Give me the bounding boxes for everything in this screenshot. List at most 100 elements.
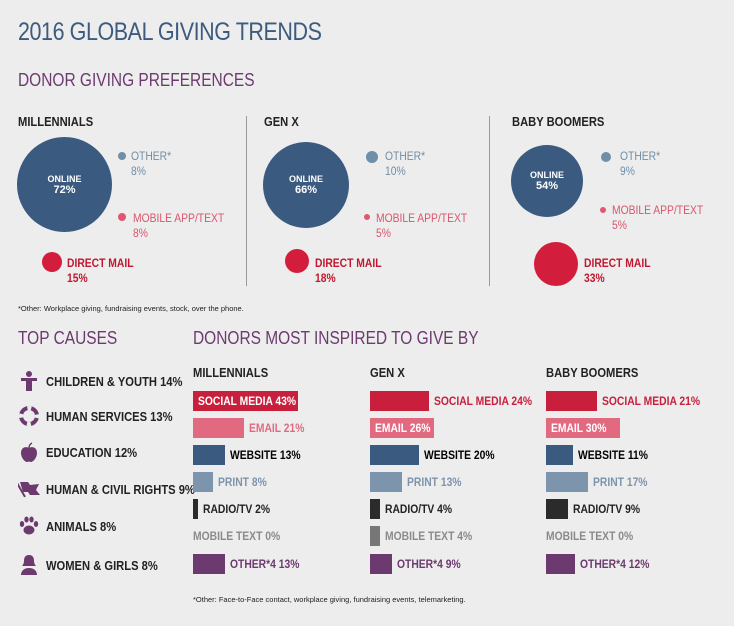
bar-row-email: EMAIL 26% (370, 418, 434, 438)
bar-print (370, 472, 402, 492)
bar-social (546, 391, 597, 411)
bar-label-website: WEBSITE 13% (230, 448, 301, 462)
divider (489, 116, 490, 286)
bar-radio (370, 499, 380, 519)
mobile-value: 5% (612, 218, 627, 232)
online-circle: ONLINE 66% (263, 142, 349, 228)
bar-email: EMAIL 26% (370, 418, 434, 438)
other-value: 10% (385, 164, 406, 178)
bar-row-mobile: MOBILE TEXT 4% (370, 526, 486, 546)
bar-row-website: WEBSITE 20% (370, 445, 506, 465)
online-value: 54% (535, 180, 559, 192)
bar-row-website: WEBSITE 11% (546, 445, 659, 465)
mobile-dot (364, 214, 370, 220)
mobile-label: MOBILE APP/TEXT (612, 203, 704, 217)
inspired-footnote: *Other: Face-to-Face contact, workplace … (193, 595, 466, 604)
bar-mobile (370, 526, 380, 546)
mail-circle (285, 249, 309, 273)
bar-row-radio: RADIO/TV 4% (370, 499, 463, 519)
inspired-group-label: GEN X (370, 365, 405, 380)
causes-heading: TOP CAUSES (18, 328, 118, 348)
bar-row-print: PRINT 8% (193, 472, 275, 492)
mobile-legend: MOBILE APP/TEXT 8% (133, 211, 224, 241)
mobile-dot (118, 213, 126, 221)
mail-circle (534, 242, 578, 286)
mail-label: DIRECT MAIL (315, 256, 382, 270)
bar-label-print: PRINT 17% (593, 475, 648, 489)
divider (246, 116, 247, 286)
other-value: 8% (131, 164, 146, 178)
online-circle: ONLINE 54% (511, 145, 583, 217)
bar-label-email: EMAIL 26% (375, 421, 431, 435)
online-value: 72% (53, 183, 76, 196)
bar-radio (193, 499, 198, 519)
bar-other (370, 554, 392, 574)
bar-email (193, 418, 244, 438)
other-value: 9% (620, 164, 635, 178)
bar-email: EMAIL 30% (546, 418, 620, 438)
apple-icon (18, 441, 40, 463)
bar-label-print: PRINT 8% (218, 475, 267, 489)
preferences-heading: DONOR GIVING PREFERENCES (18, 70, 255, 90)
other-legend: OTHER* 8% (131, 149, 171, 179)
bar-print (546, 472, 588, 492)
bar-row-print: PRINT 17% (546, 472, 656, 492)
bar-label-radio: RADIO/TV 9% (573, 502, 641, 516)
cause-item: EDUCATION 12% (18, 440, 152, 464)
bar-row-website: WEBSITE 13% (193, 445, 312, 465)
mail-circle (42, 252, 62, 272)
bar-row-other: OTHER*4 9% (370, 554, 471, 574)
bar-website (546, 445, 573, 465)
paw-icon (18, 515, 40, 537)
people-icon (18, 370, 40, 392)
online-label: ONLINE (288, 174, 323, 184)
bar-row-radio: RADIO/TV 2% (193, 499, 281, 519)
bar-label-social: SOCIAL MEDIA 21% (602, 394, 701, 408)
online-value: 66% (294, 184, 318, 196)
bar-row-social: SOCIAL MEDIA 21% (546, 391, 716, 411)
bar-label-email: EMAIL 30% (551, 421, 607, 435)
bar-label-email: EMAIL 21% (249, 421, 305, 435)
bar-row-email: EMAIL 30% (546, 418, 620, 438)
mail-label: DIRECT MAIL (584, 256, 651, 270)
bar-label-website: WEBSITE 20% (424, 448, 495, 462)
mobile-legend: MOBILE APP/TEXT 5% (612, 203, 703, 233)
cause-label: WOMEN & GIRLS 8% (46, 557, 158, 573)
other-label: OTHER* (620, 149, 661, 163)
mail-label: DIRECT MAIL (67, 256, 134, 270)
group-label: MILLENNIALS (18, 114, 94, 129)
woman-icon (18, 554, 40, 576)
online-label: ONLINE (529, 170, 564, 180)
cause-item: ANIMALS 8% (18, 514, 128, 538)
bar-row-mobile: MOBILE TEXT 0% (546, 526, 647, 546)
other-label: OTHER* (131, 149, 172, 163)
mail-value: 18% (315, 271, 336, 285)
mobile-legend: MOBILE APP/TEXT 5% (376, 211, 467, 241)
cause-label: HUMAN & CIVIL RIGHTS 9% (46, 481, 195, 497)
group-label: GEN X (264, 114, 299, 129)
bar-row-other: OTHER*4 13% (193, 554, 311, 574)
other-dot (601, 152, 611, 162)
mobile-label: MOBILE APP/TEXT (133, 211, 225, 225)
online-circle: ONLINE 72% (17, 137, 112, 232)
bar-label-radio: RADIO/TV 4% (385, 502, 453, 516)
bar-label-social: SOCIAL MEDIA 43% (198, 394, 297, 408)
cause-label: ANIMALS 8% (46, 518, 117, 534)
bar-label-print: PRINT 13% (407, 475, 462, 489)
page-title: 2016 GLOBAL GIVING TRENDS (18, 18, 322, 46)
preferences-footnote: *Other: Workplace giving, fundraising ev… (18, 304, 244, 313)
lifebuoy-icon (18, 405, 40, 427)
bar-website (193, 445, 225, 465)
bar-label-other: OTHER*4 12% (580, 557, 650, 571)
online-label: ONLINE (47, 173, 82, 184)
other-dot (118, 152, 126, 160)
bar-label-other: OTHER*4 13% (230, 557, 300, 571)
flag-icon (16, 478, 40, 500)
bar-website (370, 445, 419, 465)
mail-value: 15% (67, 271, 88, 285)
bar-label-website: WEBSITE 11% (578, 448, 648, 462)
bar-radio (546, 499, 568, 519)
inspired-heading: DONORS MOST INSPIRED TO GIVE BY (193, 328, 479, 348)
mail-legend: DIRECT MAIL 15% (67, 256, 134, 286)
bar-row-social: SOCIAL MEDIA 24% (370, 391, 548, 411)
